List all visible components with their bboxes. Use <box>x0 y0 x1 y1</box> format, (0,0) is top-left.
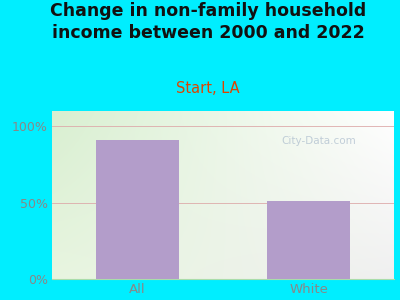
Text: Change in non-family household
income between 2000 and 2022: Change in non-family household income be… <box>50 2 366 42</box>
Text: City-Data.com: City-Data.com <box>281 136 356 146</box>
Bar <box>96 140 178 279</box>
Bar <box>268 201 350 279</box>
Text: Start, LA: Start, LA <box>176 81 240 96</box>
